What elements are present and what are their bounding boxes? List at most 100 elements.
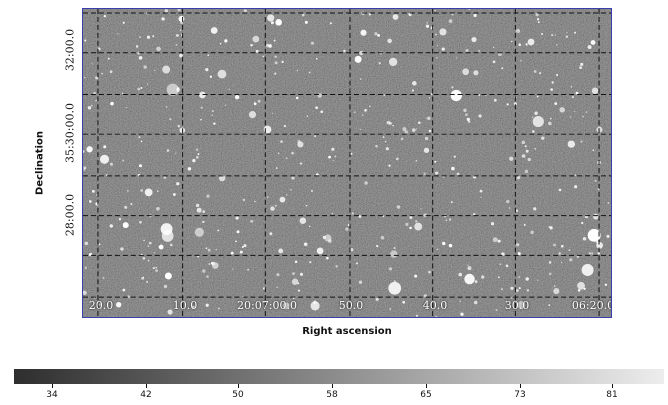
star [234, 95, 240, 100]
colorbar-tick-mark [52, 384, 53, 388]
star [392, 124, 394, 127]
star [310, 189, 314, 193]
star [436, 57, 438, 59]
star [172, 193, 176, 196]
star [286, 194, 288, 196]
star [434, 160, 437, 163]
star [592, 149, 595, 151]
star [478, 49, 480, 52]
star [291, 176, 295, 180]
star [162, 65, 171, 74]
star [415, 160, 418, 162]
star [84, 39, 87, 42]
star [207, 54, 210, 56]
star [536, 95, 539, 98]
star [316, 57, 318, 60]
star [331, 212, 334, 215]
star [155, 266, 157, 269]
star [345, 227, 349, 231]
star [163, 284, 168, 289]
star [425, 117, 427, 119]
star [257, 99, 261, 103]
star [310, 41, 315, 45]
star [492, 237, 498, 243]
star [303, 242, 308, 247]
star [439, 28, 447, 36]
star [90, 104, 93, 107]
star [408, 12, 412, 16]
star [388, 164, 391, 167]
star [199, 91, 206, 99]
star [84, 241, 89, 246]
star [393, 246, 396, 250]
star [451, 13, 454, 16]
star [434, 9, 436, 12]
star [95, 99, 97, 102]
star [99, 154, 110, 164]
star [448, 243, 453, 248]
star [479, 189, 483, 193]
star [205, 247, 208, 249]
star [442, 241, 446, 246]
star [388, 57, 398, 67]
star [262, 55, 265, 58]
sky-image-frame: 20.0 10.0 20:07:00.0 50.0 40.0 30.0 06:2… [82, 8, 612, 318]
star [98, 303, 101, 306]
star [235, 216, 239, 220]
star [415, 220, 418, 223]
star [250, 43, 253, 47]
colorbar [14, 369, 664, 384]
star [531, 116, 534, 118]
star [154, 69, 156, 71]
star [566, 32, 568, 34]
star [392, 14, 399, 20]
star [524, 145, 527, 148]
star [561, 261, 563, 264]
star [103, 145, 107, 149]
star [591, 87, 599, 95]
star [290, 189, 292, 191]
star [375, 297, 379, 301]
star [88, 200, 92, 203]
star [574, 174, 577, 176]
star [534, 111, 538, 115]
colorbar-tick-label: 34 [46, 390, 58, 400]
star [517, 301, 526, 309]
star [473, 300, 478, 305]
star [137, 87, 141, 91]
star [533, 207, 537, 211]
colorbar-tick-mark [612, 384, 613, 388]
star [331, 147, 335, 151]
star [270, 21, 274, 25]
star [570, 116, 572, 118]
star [120, 247, 124, 251]
star [515, 209, 519, 212]
star [527, 38, 535, 46]
star [577, 281, 585, 290]
star [415, 128, 417, 130]
star [356, 262, 359, 265]
ra-tick-label: 50.0 [338, 299, 364, 312]
star [232, 268, 234, 270]
star [518, 287, 521, 290]
star [299, 272, 304, 276]
colorbar-tick-label: 42 [140, 390, 152, 400]
star [315, 106, 319, 110]
colorbar-tick-label: 65 [420, 390, 432, 400]
star [510, 297, 513, 299]
star [283, 124, 287, 128]
star [218, 174, 226, 182]
star [296, 69, 299, 72]
star [219, 42, 222, 45]
star [217, 69, 227, 79]
star [501, 67, 504, 70]
star [575, 91, 579, 95]
star [324, 234, 332, 242]
star [359, 78, 362, 80]
star [548, 121, 552, 126]
star [480, 196, 482, 198]
star [532, 116, 544, 128]
star [354, 55, 362, 63]
star [358, 215, 362, 218]
star [537, 279, 539, 281]
